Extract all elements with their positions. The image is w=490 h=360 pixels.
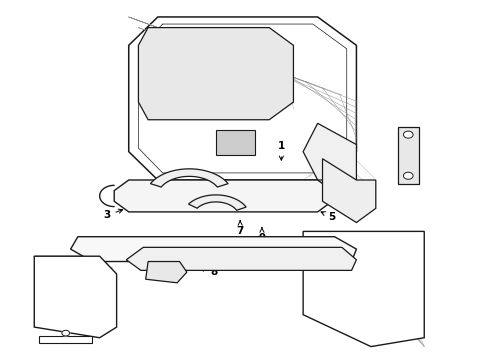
Text: 5: 5: [321, 212, 336, 222]
Polygon shape: [39, 336, 93, 343]
Polygon shape: [34, 256, 117, 338]
Polygon shape: [150, 169, 228, 187]
Polygon shape: [71, 237, 356, 261]
Text: 1: 1: [278, 141, 285, 160]
Text: 2: 2: [403, 147, 416, 158]
Text: 4: 4: [159, 241, 181, 252]
Polygon shape: [303, 123, 356, 180]
Polygon shape: [114, 180, 332, 212]
Polygon shape: [189, 195, 246, 210]
Polygon shape: [138, 28, 294, 120]
Polygon shape: [146, 261, 187, 283]
Text: 9: 9: [258, 228, 266, 243]
Circle shape: [403, 131, 413, 138]
Text: 3: 3: [103, 209, 122, 220]
Polygon shape: [322, 159, 376, 222]
Text: 8: 8: [200, 267, 217, 277]
Circle shape: [62, 330, 70, 336]
Text: 6: 6: [220, 179, 227, 194]
Polygon shape: [126, 247, 356, 270]
Polygon shape: [303, 231, 424, 347]
Text: 7: 7: [237, 221, 244, 237]
Polygon shape: [129, 17, 356, 180]
Circle shape: [403, 172, 413, 179]
Polygon shape: [216, 130, 255, 155]
Text: 10: 10: [42, 276, 58, 289]
Polygon shape: [397, 127, 419, 184]
